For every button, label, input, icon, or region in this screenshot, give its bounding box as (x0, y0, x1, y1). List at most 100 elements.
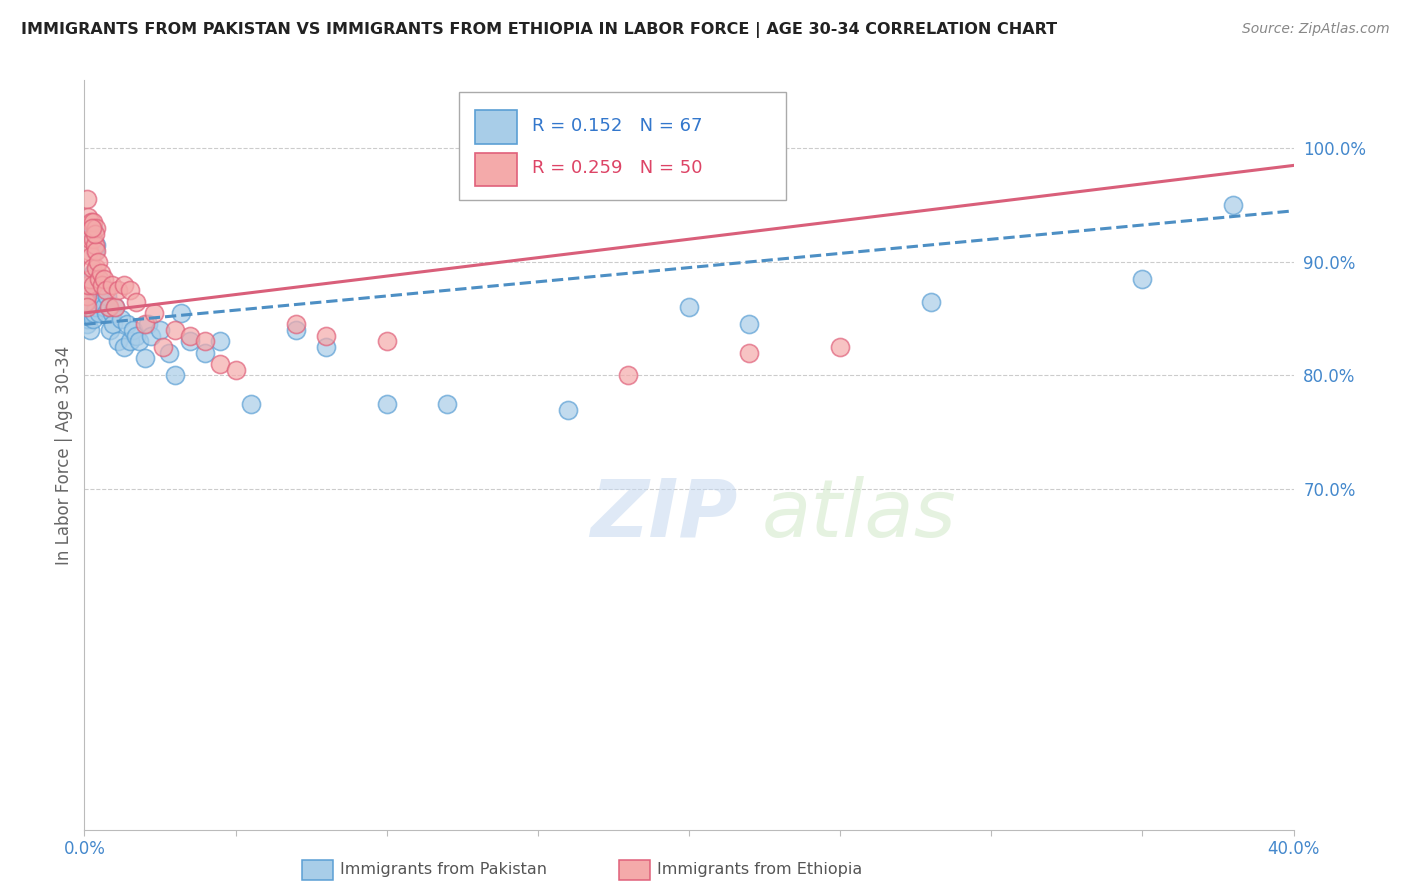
Point (80, 227, 103, 241)
Point (82, 232, 104, 246)
Point (179, 334, 201, 349)
Point (104, 301, 127, 315)
Point (76, 318, 98, 332)
Point (82, 311, 104, 326)
Point (86, 244, 108, 258)
Point (830, 340, 852, 354)
Point (93, 301, 115, 315)
Point (98, 323, 121, 337)
Point (80, 220, 103, 235)
Point (1132, 272, 1154, 286)
Point (80, 260, 103, 275)
Point (209, 357, 232, 371)
Point (94, 283, 117, 297)
Point (678, 301, 700, 315)
Text: R = 0.259   N = 50: R = 0.259 N = 50 (531, 159, 702, 178)
Point (77, 210, 100, 224)
Point (104, 301, 127, 315)
Y-axis label: In Labor Force | Age 30-34: In Labor Force | Age 30-34 (55, 345, 73, 565)
Point (194, 334, 217, 349)
Point (179, 328, 201, 343)
Point (84, 238, 107, 252)
Point (375, 334, 398, 349)
Point (527, 158, 550, 172)
Point (107, 334, 129, 349)
Point (76, 193, 98, 207)
Point (225, 363, 247, 377)
Point (285, 323, 308, 337)
Point (128, 334, 150, 349)
Point (76, 301, 98, 315)
Point (91, 277, 114, 292)
Point (80, 301, 103, 315)
Point (76, 289, 98, 303)
Point (112, 340, 135, 354)
Point (82, 266, 104, 280)
Point (115, 318, 138, 332)
Point (77, 301, 100, 315)
Point (79, 272, 101, 286)
Point (1222, 198, 1244, 212)
Point (165, 323, 187, 337)
Point (170, 306, 193, 320)
Point (152, 340, 174, 354)
Point (77, 277, 100, 292)
Point (157, 345, 180, 359)
Point (97, 301, 120, 315)
Point (77, 311, 100, 326)
Text: Source: ZipAtlas.com: Source: ZipAtlas.com (1241, 22, 1389, 37)
Point (136, 318, 159, 332)
Point (75, 311, 97, 326)
Text: R = 0.152   N = 67: R = 0.152 N = 67 (531, 117, 702, 135)
Point (110, 311, 132, 326)
Point (91, 294, 114, 309)
Point (149, 323, 172, 337)
Point (738, 318, 761, 332)
Point (76, 301, 98, 315)
Text: Immigrants from Pakistan: Immigrants from Pakistan (340, 863, 547, 877)
Point (315, 328, 337, 343)
Point (90, 266, 112, 280)
Text: Immigrants from Ethiopia: Immigrants from Ethiopia (657, 863, 862, 877)
Point (75, 294, 97, 309)
FancyBboxPatch shape (475, 153, 517, 186)
Point (84, 260, 107, 275)
Point (89, 306, 111, 320)
Point (83, 306, 105, 320)
Point (134, 318, 156, 332)
Point (209, 334, 232, 349)
Point (142, 306, 165, 320)
Point (557, 402, 579, 417)
Point (79, 289, 101, 303)
Point (134, 351, 156, 366)
Text: atlas: atlas (762, 475, 956, 554)
Point (89, 272, 111, 286)
Point (738, 345, 761, 359)
Point (79, 277, 101, 292)
Point (125, 328, 148, 343)
Point (139, 328, 162, 343)
Point (82, 277, 104, 292)
Point (93, 272, 115, 286)
Point (101, 318, 124, 332)
Point (97, 301, 120, 315)
Point (100, 277, 122, 292)
Point (315, 340, 337, 354)
Point (165, 368, 187, 383)
FancyBboxPatch shape (475, 110, 517, 144)
Point (79, 232, 101, 246)
Point (77, 283, 100, 297)
Point (239, 397, 262, 411)
Point (76, 306, 98, 320)
Point (90, 283, 112, 297)
Point (617, 368, 640, 383)
Point (91, 277, 114, 292)
Point (84, 244, 107, 258)
Point (89, 272, 111, 286)
Text: IMMIGRANTS FROM PAKISTAN VS IMMIGRANTS FROM ETHIOPIA IN LABOR FORCE | AGE 30-34 : IMMIGRANTS FROM PAKISTAN VS IMMIGRANTS F… (21, 22, 1057, 38)
Point (94, 306, 117, 320)
Point (112, 277, 135, 292)
Point (80, 306, 103, 320)
Point (436, 397, 458, 411)
Point (82, 220, 104, 235)
